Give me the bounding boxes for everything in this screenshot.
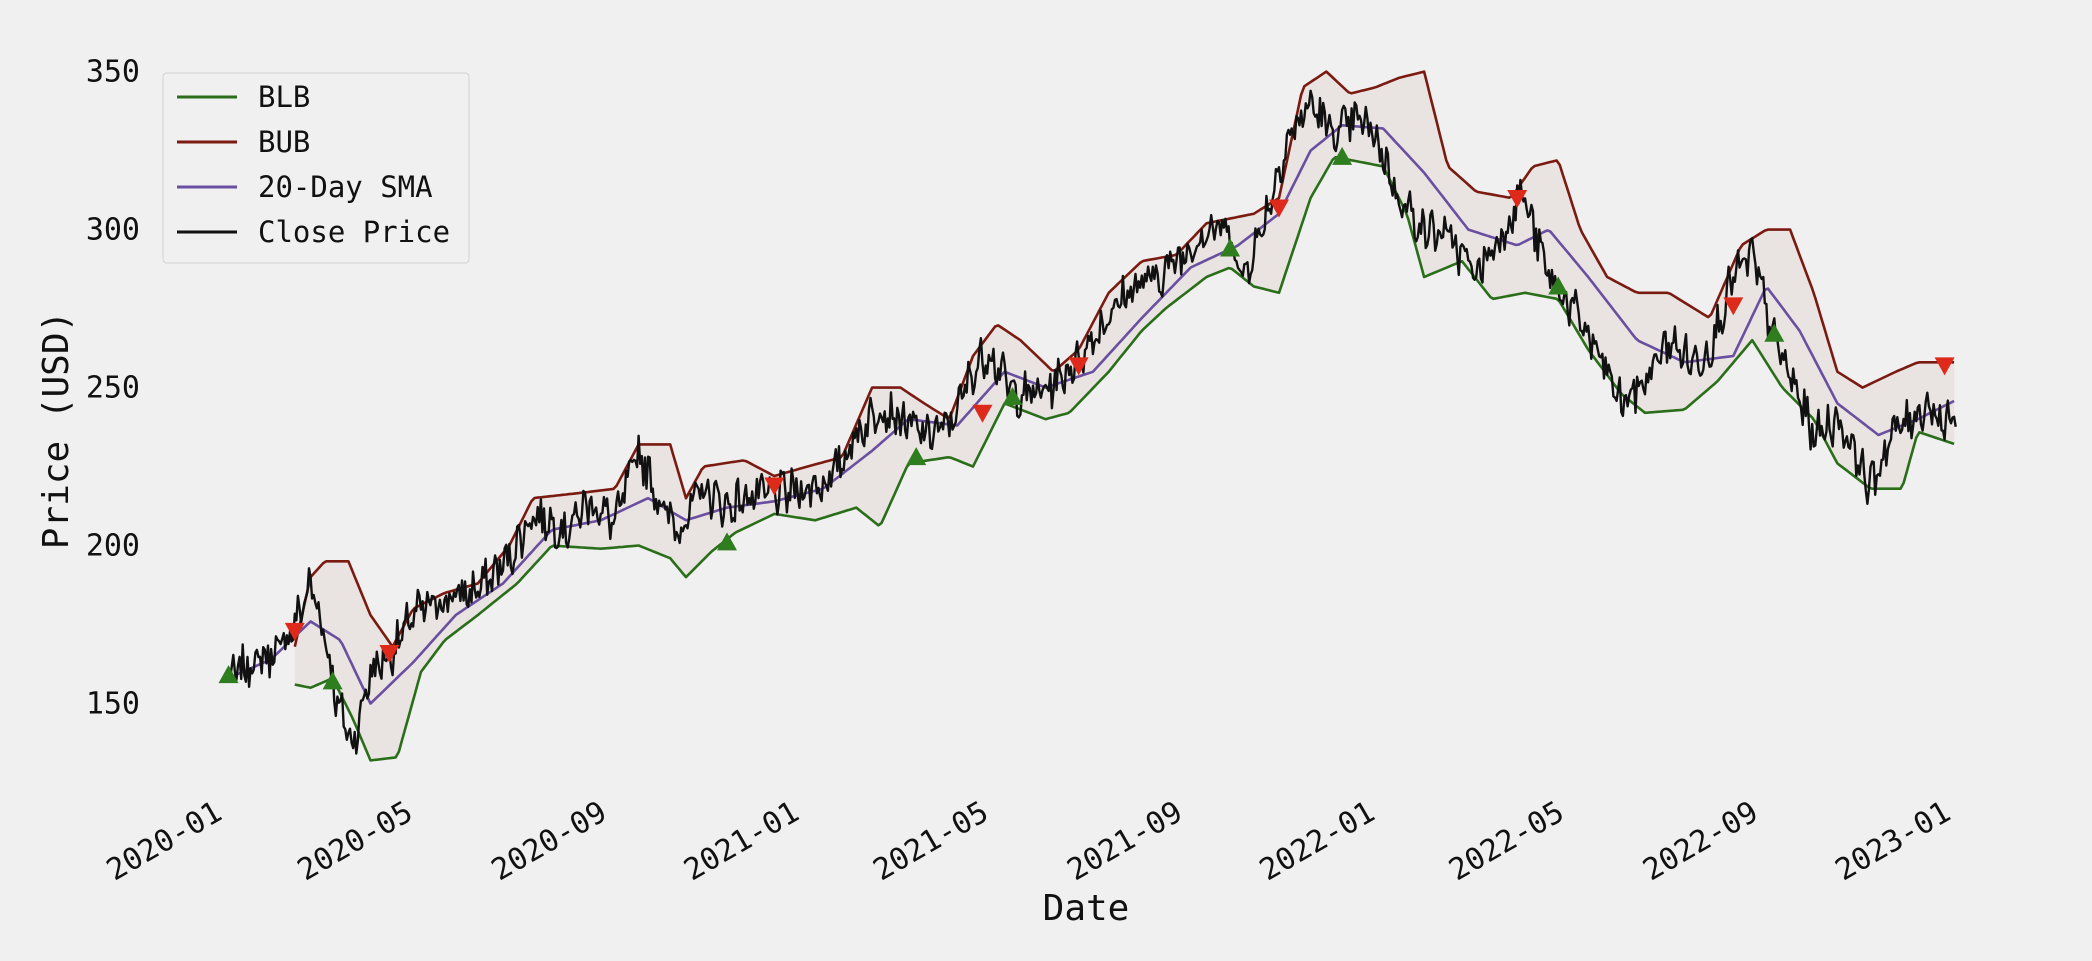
close-price-line [227, 89, 1957, 755]
legend-label-sma: 20-Day SMA [258, 170, 433, 204]
sell-signal-marker [379, 645, 400, 663]
x-axis-title: Date [1043, 888, 1130, 929]
sell-signal-marker [284, 622, 305, 641]
sell-signal-marker [972, 404, 993, 423]
sell-signal-marker [1507, 190, 1528, 208]
y-axis-title: Price (USD) [36, 311, 77, 549]
y-tick-label: 250 [86, 371, 140, 406]
y-tick-labels: 150 200 250 300 350 [86, 55, 140, 722]
lines-layer [227, 70, 1957, 762]
sell-signal-marker [1723, 297, 1744, 316]
buy-signal-marker [1002, 387, 1023, 405]
sell-signal-marker [1068, 357, 1089, 376]
legend: BLB BUB 20-Day SMA Close Price [162, 72, 470, 264]
y-tick-label: 350 [86, 55, 140, 90]
bub-line [293, 70, 1955, 648]
buy-signal-marker [1764, 323, 1785, 342]
markers-layer [218, 146, 1955, 690]
legend-label-bub: BUB [258, 125, 310, 159]
buy-signal-marker [1548, 276, 1569, 295]
sell-signal-marker [764, 477, 785, 496]
buy-signal-marker [322, 671, 343, 690]
buy-signal-marker [1332, 146, 1353, 165]
legend-box [162, 72, 470, 264]
buy-signal-marker [218, 665, 239, 684]
legend-label-close: Close Price [258, 215, 450, 249]
legend-label-blb: BLB [258, 80, 310, 114]
y-tick-label: 150 [86, 687, 140, 722]
buy-signal-marker [717, 532, 737, 551]
buy-signal-marker [906, 447, 927, 466]
y-tick-label: 200 [86, 529, 140, 564]
sell-signal-marker [1269, 199, 1289, 218]
sell-signal-marker [1934, 357, 1955, 376]
y-tick-label: 300 [86, 213, 140, 248]
buy-signal-marker [1220, 238, 1241, 257]
blb-line [294, 155, 1955, 762]
